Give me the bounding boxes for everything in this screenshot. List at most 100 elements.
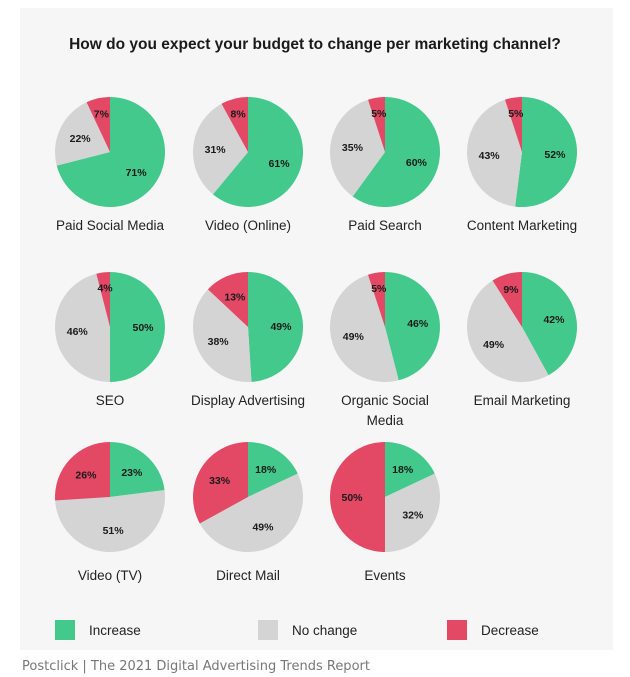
pie-slice-decrease [505,97,522,152]
pie-slice-no-change [192,103,248,195]
pie-slice-decrease [86,97,110,152]
slice-label: 50% [132,322,154,334]
pie-chart: 49% 38% 13% Display Advertising [191,272,305,408]
pie-slice-no-change [199,473,303,552]
pie-slice-decrease [492,272,522,327]
pie-slice-increase [56,97,166,207]
pie-slice-no-change [466,99,522,207]
pie-slice-increase [352,97,440,207]
pie-slice-decrease [193,442,248,524]
pie-slice-increase [385,442,435,497]
pie-slice-no-change [330,99,385,197]
slice-label: 42% [543,314,565,326]
legend-increase: Increase [55,620,141,640]
slice-label: 38% [208,336,230,348]
legend-decrease: Decrease [447,620,539,640]
pie-slice-decrease [368,272,385,327]
pie-chart: 18% 32% 50% Events [330,442,441,583]
slice-label: 61% [269,158,291,170]
slice-label: 4% [97,283,113,295]
pie-label: Media [367,413,404,428]
pie-slice-decrease [96,272,110,327]
slice-label: 60% [406,157,428,169]
slice-label: 5% [508,108,524,120]
slice-label: 23% [121,467,143,479]
pie-slice-decrease [207,272,248,327]
slice-label: 26% [75,469,97,481]
slice-label: 13% [224,292,246,304]
pie-label: Direct Mail [216,568,280,583]
pie-slice-increase [385,272,440,381]
slice-label: 49% [343,331,365,343]
legend-no-change: No change [258,620,357,640]
pie-slice-increase [248,442,298,497]
pie-label: Organic Social [341,393,429,408]
legend-label: No change [292,622,358,638]
pie-chart: 71% 22% 7% Paid Social Media [54,97,166,233]
slice-label: 5% [371,283,387,295]
pie-slice-no-change [466,280,549,383]
pie-chart: 46% 49% 5% Organic Social Media [330,272,440,428]
slice-label: 49% [270,321,292,333]
pie-slice-decrease [221,97,248,152]
slice-label: 50% [341,492,363,504]
slice-label: 7% [94,108,110,120]
legend-label: Decrease [481,622,539,638]
slice-label: 22% [70,133,92,145]
pie-label: SEO [96,393,125,408]
pie-chart: 50% 46% 4% SEO [55,272,165,408]
pie-slice-no-change [192,289,252,383]
slice-label: 18% [392,464,414,476]
slice-label: 18% [255,464,277,476]
pie-slice-no-change [330,274,399,382]
slice-label: 33% [209,475,231,487]
slice-label: 31% [205,144,227,156]
pie-slice-no-change [54,102,110,166]
source-caption: Postclick | The 2021 Digital Advertising… [22,659,370,674]
slice-label: 46% [407,318,429,330]
pie-slice-no-change [55,273,110,382]
pie-label: Email Marketing [474,393,571,408]
pie-slice-decrease [54,442,110,501]
pie-chart: 61% 31% 8% Video (Online) [192,97,303,233]
pie-slice-increase [110,272,165,382]
pie-label: Video (Online) [205,218,291,233]
slice-label: 46% [67,326,89,338]
slice-label: 49% [252,521,274,533]
slice-label: 5% [371,108,387,120]
slice-label: 8% [231,109,247,121]
legend-swatch-increase [55,620,75,640]
pie-slice-increase [522,272,577,376]
pie-chart: 23% 51% 26% Video (TV) [54,442,165,583]
slice-label: 51% [103,525,125,537]
slice-label: 71% [126,167,148,179]
pie-chart: 18% 49% 33% Direct Mail [193,442,303,583]
slice-label: 52% [544,149,566,161]
pie-label: Display Advertising [191,393,305,408]
legend-swatch-no-change [258,620,278,640]
pie-slice-increase [110,442,165,497]
legend-label: Increase [89,622,141,638]
pie-slice-decrease [368,97,385,152]
pie-label: Events [364,568,406,583]
pie-chart: 42% 49% 9% Email Marketing [466,272,577,408]
pie-chart: 60% 35% 5% Paid Search [330,97,440,233]
pie-label: Content Marketing [467,218,577,233]
pie-slice-decrease [330,442,385,552]
pie-label: Paid Search [348,218,422,233]
slice-label: 9% [503,284,519,296]
legend-swatch-decrease [447,620,467,640]
slice-label: 43% [479,150,501,162]
pie-slice-increase [212,97,303,207]
slice-label: 32% [402,510,424,522]
slice-label: 49% [483,339,505,351]
pie-slice-no-change [55,490,165,552]
slice-label: 35% [342,142,364,154]
chart-title: How do you expect your budget to change … [69,36,561,53]
pie-slice-no-change [385,473,441,552]
pie-label: Paid Social Media [56,218,165,233]
pie-slice-increase [515,97,577,207]
pie-slice-increase [248,272,304,382]
pie-chart: 52% 43% 5% Content Marketing [467,97,577,233]
